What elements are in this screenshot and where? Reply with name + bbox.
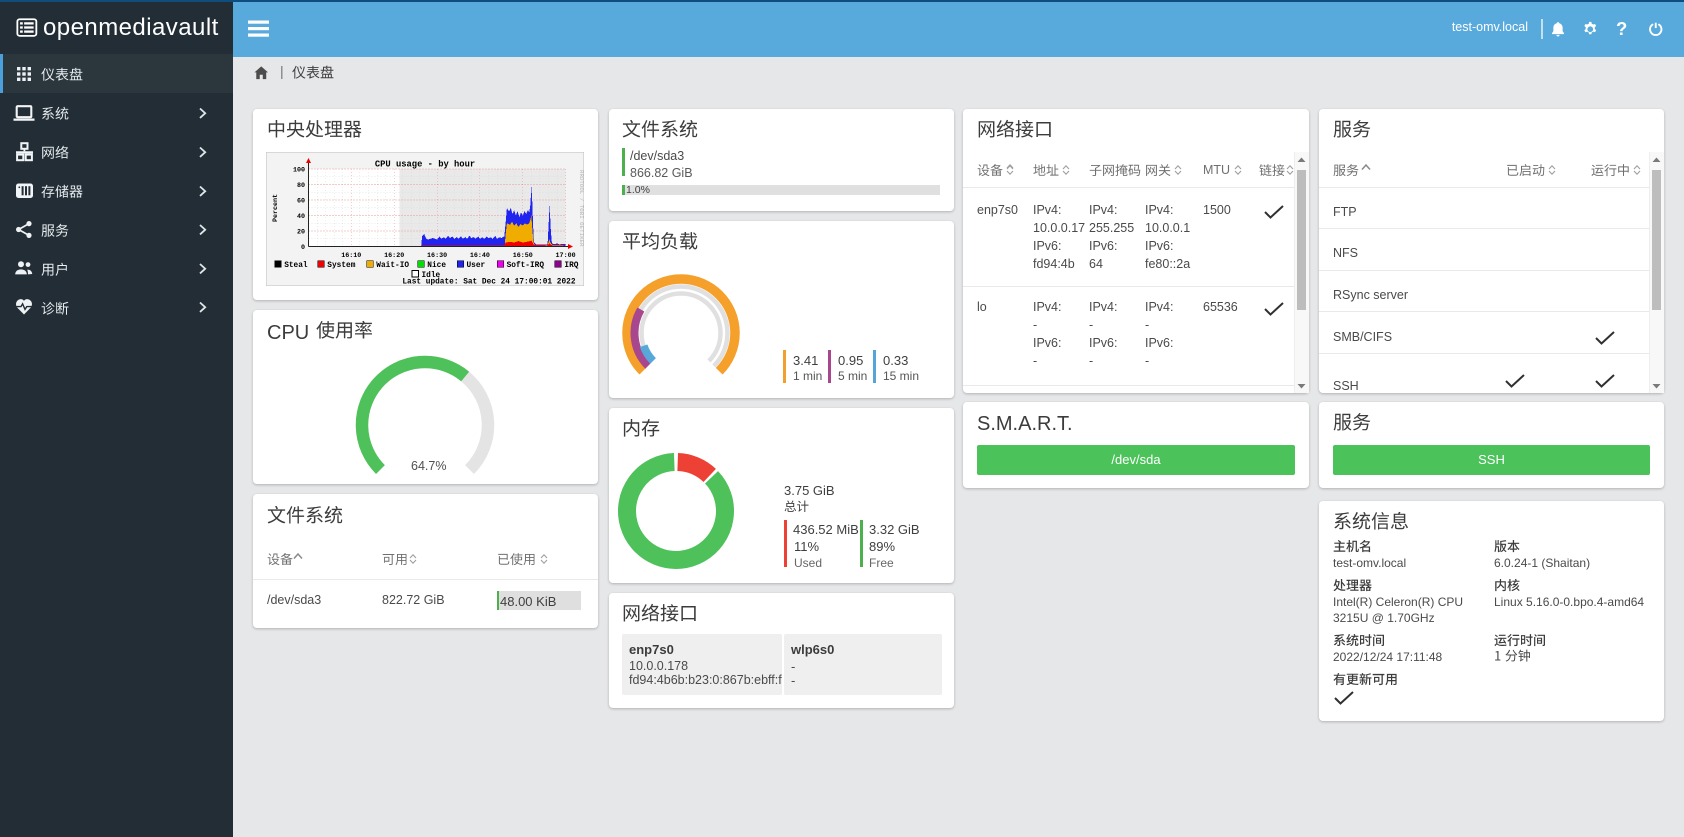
svg-text:Nice: Nice: [427, 262, 446, 270]
svg-text:0: 0: [301, 244, 305, 252]
svg-text:60: 60: [297, 198, 305, 206]
svg-text:IRQ: IRQ: [564, 262, 578, 270]
svg-text:Steal: Steal: [284, 262, 308, 270]
svg-text:RRDTOOL / TOBI OETIKER: RRDTOOL / TOBI OETIKER: [578, 170, 584, 247]
svg-text:System: System: [327, 262, 355, 270]
svg-text:Wait-IO: Wait-IO: [376, 262, 409, 270]
svg-text:16:40: 16:40: [470, 252, 490, 260]
svg-text:16:30: 16:30: [427, 252, 447, 260]
svg-text:40: 40: [297, 213, 305, 221]
svg-text:17:00: 17:00: [556, 252, 576, 260]
svg-text:20: 20: [297, 229, 305, 237]
svg-text:Percent: Percent: [272, 194, 280, 222]
svg-text:CPU usage - by hour: CPU usage - by hour: [375, 160, 475, 170]
svg-text:Last update: Sat Dec 24 17:00:: Last update: Sat Dec 24 17:00:01 2022: [402, 279, 575, 287]
svg-text:16:50: 16:50: [513, 252, 533, 260]
svg-text:80: 80: [297, 182, 305, 190]
svg-text:16:10: 16:10: [341, 252, 361, 260]
svg-text:Soft-IRQ: Soft-IRQ: [507, 262, 545, 270]
svg-text:100: 100: [293, 167, 305, 175]
svg-text:16:20: 16:20: [384, 252, 404, 260]
svg-text:User: User: [467, 262, 486, 270]
svg-text:Idle: Idle: [422, 272, 441, 280]
